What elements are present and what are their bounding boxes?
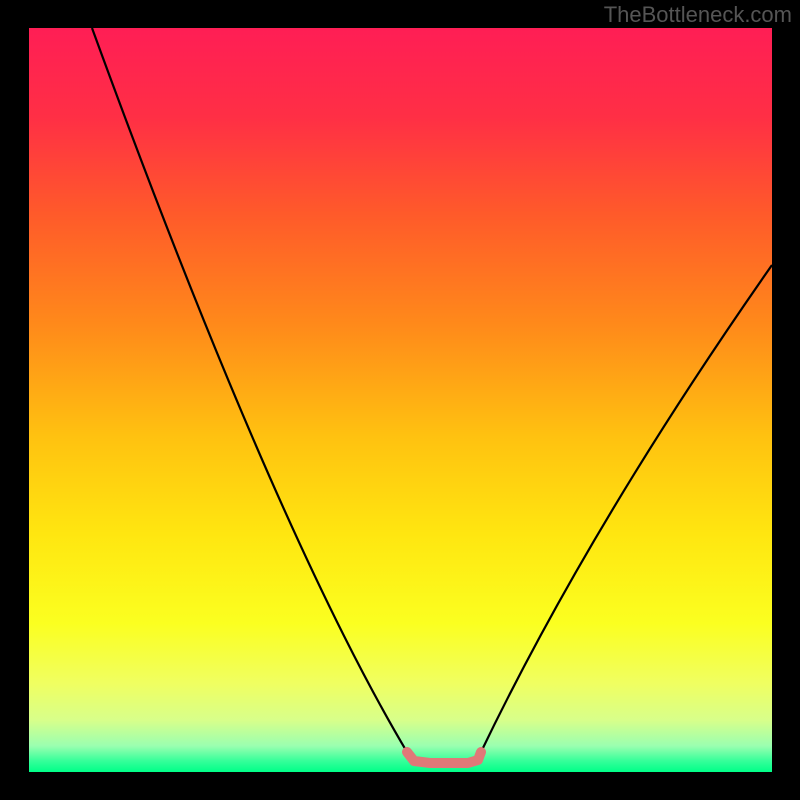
chart-canvas [0, 0, 800, 800]
watermark-text: TheBottleneck.com [604, 2, 792, 28]
plot-area [29, 28, 772, 772]
bottleneck-chart [0, 0, 800, 800]
